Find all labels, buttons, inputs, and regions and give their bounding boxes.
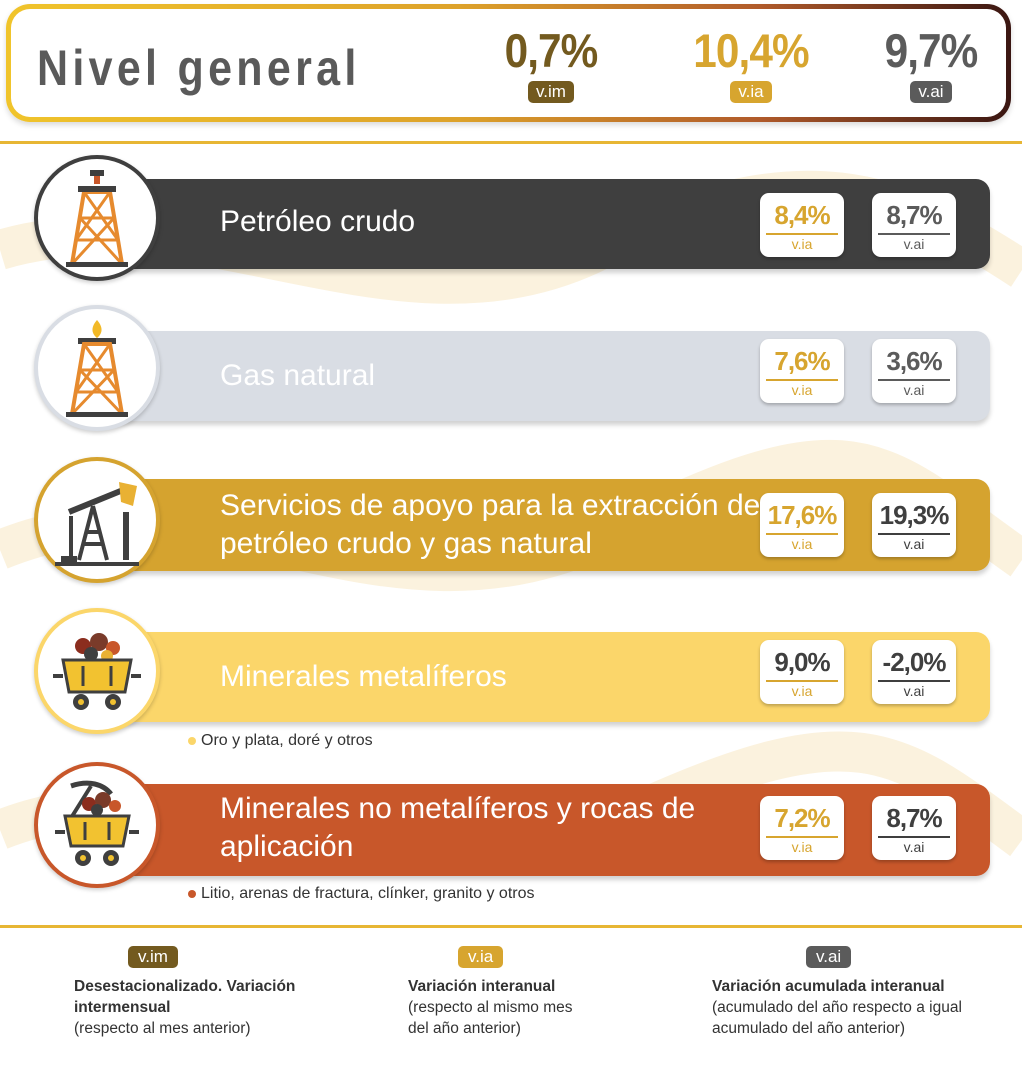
bullet-dot [188,736,196,745]
row-label: Petróleo crudo [220,205,416,238]
vai-value: 19,3% [879,500,950,530]
vai-chip: -2,0% v.ai [872,640,956,704]
legend-vim-text: (respecto al mes anterior) [74,1020,251,1037]
no-metaliferos-note: Litio, arenas de fractura, clínker, gran… [188,885,535,903]
stat-via-badge: v.ia [730,81,772,103]
legend-vai-text: (acumulado del año respecto a igual acum… [712,999,962,1037]
stat-vai-badge: v.ai [910,81,952,103]
stat-vai: 9,7% v.ai [861,25,1001,103]
vai-label: v.ai [878,836,950,856]
note-text: Oro y plata, doré y otros [201,732,373,749]
via-value: 9,0% [774,647,830,677]
mine-cart-icon [34,608,160,734]
via-value: 7,6% [774,346,830,376]
vai-chip: 19,3% v.ai [872,493,956,557]
via-value: 17,6% [767,500,838,530]
legend-vai-badge: v.ai [806,946,852,968]
legend-vim: v.im Desestacionalizado. Variación inter… [74,946,314,1039]
legend-via-text: (respecto al mismo mes del año anterior) [408,999,573,1037]
row-label: Minerales metalíferos [220,660,507,693]
vai-label: v.ai [878,680,950,700]
note-text: Litio, arenas de fractura, clínker, gran… [201,885,535,902]
vai-chip: 3,6% v.ai [872,339,956,403]
stat-via: 10,4% v.ia [681,25,821,103]
legend-via-bold: Variación interanual [408,978,556,995]
vai-value: 8,7% [886,803,942,833]
legend-via-badge: v.ia [458,946,504,968]
metaliferos-note: Oro y plata, doré y otros [188,732,373,750]
via-chip: 9,0% v.ia [760,640,844,704]
via-chip: 8,4% v.ia [760,193,844,257]
stat-vim-badge: v.im [528,81,574,103]
page-title: Nivel general [37,40,361,96]
legend-via: v.ia Variación interanual (respecto al mi… [408,946,648,1039]
oil-derrick-icon [34,155,160,281]
stat-vim-value: 0,7% [504,24,599,77]
row-servicios: Servicios de apoyo para la extracción de… [34,455,990,585]
vai-value: -2,0% [882,647,947,677]
stat-via-value: 10,4% [693,24,809,77]
gas-derrick-icon [34,305,160,431]
via-label: v.ia [766,233,838,253]
vai-chip: 8,7% v.ai [872,796,956,860]
via-label: v.ia [766,533,838,553]
via-label: v.ia [766,379,838,399]
via-value: 7,2% [774,803,830,833]
via-chip: 17,6% v.ia [760,493,844,557]
via-chip: 7,6% v.ia [760,339,844,403]
vai-value: 3,6% [886,346,942,376]
vai-label: v.ai [878,533,950,553]
vai-chip: 8,7% v.ai [872,193,956,257]
row-no-metaliferos: Minerales no metalíferos y rocas de apli… [34,760,990,890]
top-divider [0,141,1022,144]
vai-label: v.ai [878,379,950,399]
bottom-divider [0,925,1022,928]
row-label: Minerales no metalíferos y rocas de apli… [220,792,696,863]
via-label: v.ia [766,680,838,700]
row-gas: Gas natural 7,6% v.ia 3,6% v.ai [34,305,990,435]
row-metaliferos: Minerales metalíferos 9,0% v.ia -2,0% v.… [34,606,990,736]
legend-vim-badge: v.im [128,946,178,968]
via-label: v.ia [766,836,838,856]
row-label: Gas natural [220,359,376,392]
legend-vim-bold: Desestacionalizado. Variación intermensu… [74,978,296,1016]
legend-vai-bold: Variación acumulada interanual [712,978,945,995]
summary-header: Nivel general 0,7% v.im 10,4% v.ia 9,7% … [6,4,1011,122]
vai-label: v.ai [878,233,950,253]
pumpjack-icon [34,457,160,583]
stat-vai-value: 9,7% [884,24,979,77]
stat-vim: 0,7% v.im [481,25,621,103]
mine-cart-pickaxe-icon [34,762,160,888]
vai-value: 8,7% [886,200,942,230]
via-value: 8,4% [774,200,830,230]
bullet-dot [188,889,196,898]
legend-vai: v.ai Variación acumulada interanual (acum… [712,946,972,1039]
row-label: Servicios de apoyo para la extracción de… [220,489,761,560]
via-chip: 7,2% v.ia [760,796,844,860]
row-petroleo: Petróleo crudo 8,4% v.ia 8,7% v.ai [34,155,990,285]
